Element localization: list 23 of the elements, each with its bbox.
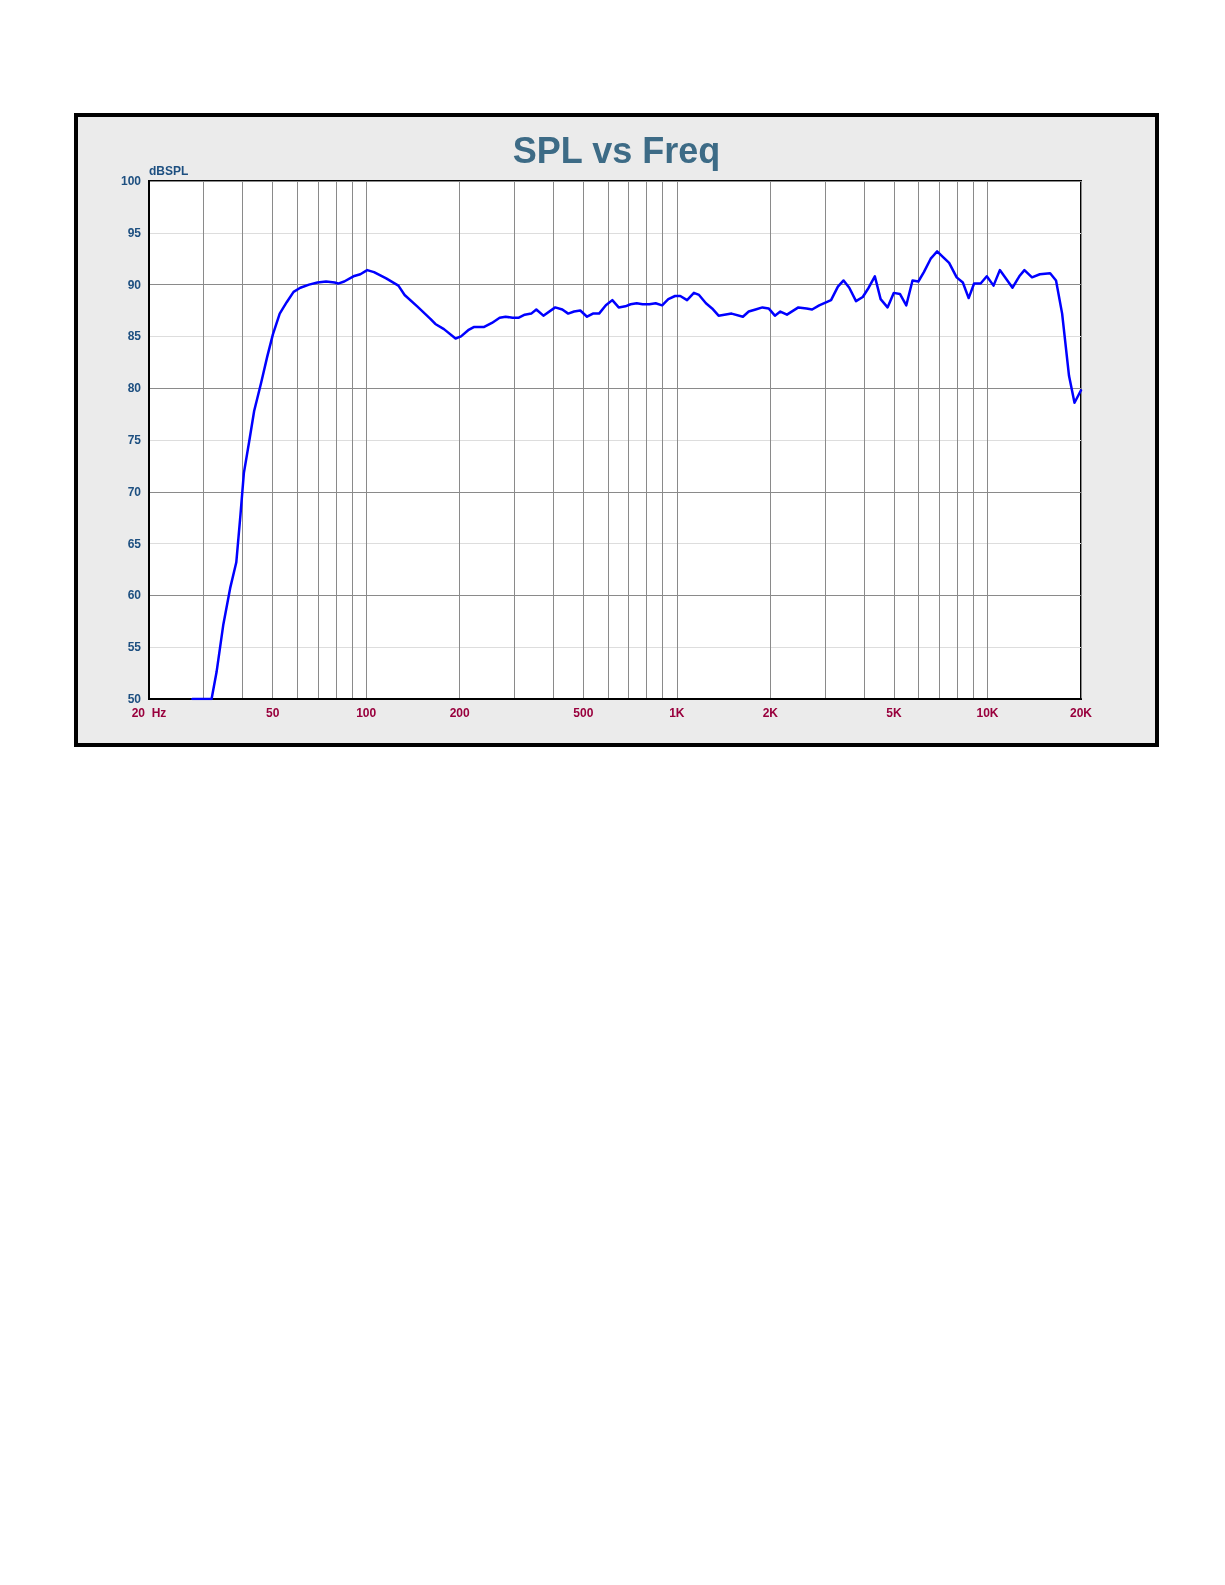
x-tick-label: 200 — [449, 706, 470, 720]
y-tick-label: 70 — [127, 484, 142, 499]
y-tick-label: 60 — [127, 588, 142, 603]
chart-title: SPL vs Freq — [512, 129, 721, 171]
x-tick-label: 5K — [886, 706, 902, 720]
y-tick-label: 100 — [120, 174, 142, 188]
x-tick-label: 10K — [976, 706, 999, 720]
x-tick-label: 1K — [669, 706, 685, 720]
x-tick-label: 50 — [265, 706, 280, 720]
y-tick-label: 50 — [127, 692, 142, 706]
y-tick-label: 55 — [127, 640, 142, 655]
y-tick-label: 65 — [127, 536, 142, 551]
x-tick-label: 500 — [573, 706, 594, 720]
x-tick-label: 20 Hz — [131, 706, 167, 720]
x-tick-label: 20K — [1069, 706, 1093, 720]
y-axis-title: dBSPL — [149, 164, 189, 178]
y-tick-label: 90 — [127, 277, 142, 292]
x-tick-label: 2K — [762, 706, 779, 720]
y-tick-label: 75 — [127, 433, 142, 447]
y-tick-label: 85 — [127, 329, 142, 344]
y-tick-label: 80 — [127, 381, 142, 396]
y-tick-label: 95 — [127, 225, 142, 240]
x-tick-label: 100 — [356, 706, 377, 720]
